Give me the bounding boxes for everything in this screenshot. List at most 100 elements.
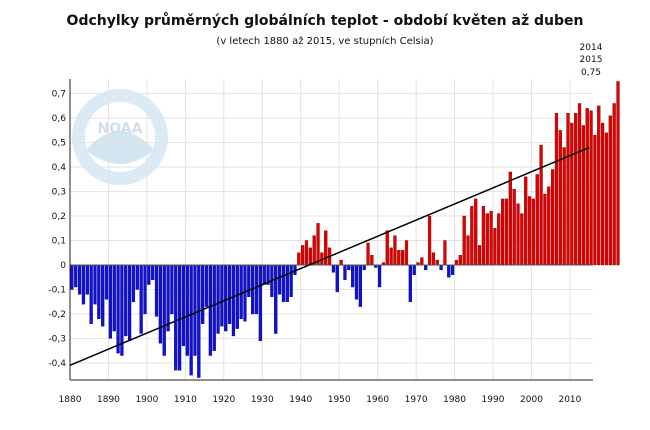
- bar-1891: [112, 264, 116, 332]
- bar-1991: [497, 213, 501, 266]
- bar-1985: [474, 198, 478, 266]
- bar-1921: [227, 264, 232, 324]
- bar-1909: [181, 264, 186, 346]
- annotation-line-2: 2015: [580, 55, 603, 65]
- bar-1966: [401, 250, 405, 266]
- bar-1924: [239, 264, 243, 320]
- bar-1888: [101, 264, 105, 327]
- bar-2015: [589, 110, 593, 266]
- x-tick-label: 1880: [59, 395, 82, 405]
- bar-1895: [127, 264, 132, 342]
- y-tick-label: 0,4: [52, 163, 67, 173]
- bar-1980: [454, 259, 459, 266]
- bar-1995: [512, 188, 516, 266]
- bar-1972: [424, 264, 428, 271]
- bar-1948: [331, 264, 336, 273]
- bar-1933: [274, 264, 278, 334]
- bar-2021: [612, 103, 616, 266]
- bar-1992: [501, 198, 505, 266]
- bar-1990: [493, 228, 497, 266]
- bar-1994: [508, 171, 512, 266]
- bar-1926: [247, 264, 251, 297]
- bar-2012: [577, 103, 582, 266]
- bar-2013: [581, 125, 586, 266]
- bar-1930: [262, 264, 266, 285]
- bar-1908: [177, 264, 182, 371]
- bar-1917: [212, 264, 216, 351]
- noaa-logo-center: [85, 102, 155, 172]
- bar-1965: [397, 250, 401, 266]
- noaa-logo-text: NOAA: [98, 121, 143, 137]
- y-tick-label: 0,1: [52, 237, 66, 247]
- bar-1915: [204, 264, 209, 307]
- bar-1894: [124, 264, 128, 337]
- noaa-logo-ring: [72, 89, 168, 185]
- y-tick-label: 0,5: [52, 139, 66, 149]
- bar-1956: [362, 264, 366, 271]
- x-tick-label: 1930: [251, 395, 274, 405]
- bar-1999: [527, 196, 532, 266]
- x-tick-labels: 1880 1890 1900 1910 1920 1930 1940 1950 1960 1970…: [59, 395, 582, 405]
- bar-1898: [139, 264, 143, 334]
- bar-1957: [366, 242, 370, 266]
- bar-2000: [531, 198, 536, 266]
- bar-1883: [81, 264, 86, 305]
- bar-1982: [462, 215, 466, 266]
- bar-1943: [312, 235, 316, 266]
- bar-1978: [447, 264, 451, 278]
- bar-2019: [604, 132, 609, 266]
- y-tick-label: -0,4: [48, 359, 66, 369]
- bar-1979: [451, 264, 455, 275]
- y-tick-label: 0,3: [52, 188, 66, 198]
- chart-title: Odchylky průměrných globálních teplot - …: [67, 12, 584, 29]
- bar-2001: [535, 174, 539, 266]
- bar-1983: [466, 235, 470, 266]
- bar-1955: [358, 264, 362, 307]
- bar-1887: [97, 264, 101, 320]
- bar-1897: [135, 264, 139, 290]
- bar-1914: [201, 264, 205, 324]
- bar-1881: [74, 264, 78, 288]
- bar-1960: [377, 264, 382, 288]
- bar-1907: [174, 264, 178, 371]
- bar-1906: [170, 264, 174, 315]
- bar-1880: [70, 264, 74, 290]
- noaa-logo-gull: [86, 131, 154, 164]
- bar-1892: [116, 264, 120, 354]
- bar-1928: [254, 264, 259, 315]
- x-tick-label: 1960: [366, 395, 389, 405]
- bar-2008: [562, 147, 566, 266]
- bar-1962: [385, 230, 389, 266]
- bar-1889: [104, 264, 109, 300]
- bar-1984: [470, 206, 474, 266]
- bar-1952: [347, 264, 351, 271]
- bar-1896: [131, 264, 136, 302]
- bar-1923: [235, 264, 239, 329]
- bar-2017: [597, 105, 601, 266]
- bar-1900: [147, 264, 151, 285]
- bar-1958: [370, 254, 374, 266]
- y-tick-labels: -0,4 -0,3 -0,2 -0,1 0 0,1 0,2 0,3 0,4 0,5 0,6 0,7: [48, 90, 66, 369]
- annotation-line-3: 0,75: [581, 68, 601, 78]
- x-tick-label: 1980: [443, 395, 466, 405]
- bar-1902: [154, 264, 159, 317]
- bar-1968: [408, 264, 412, 302]
- bar-1920: [224, 264, 228, 332]
- bars: [70, 81, 620, 378]
- bar-2004: [547, 186, 551, 266]
- bar-1989: [489, 210, 493, 266]
- y-tick-label: 0: [60, 261, 66, 271]
- bar-2016: [593, 135, 597, 266]
- bar-1911: [189, 264, 193, 376]
- bar-1937: [289, 264, 293, 297]
- y-tick-label: 0,7: [52, 90, 66, 100]
- bar-1974: [431, 252, 436, 266]
- bar-1905: [166, 264, 170, 332]
- bar-1884: [85, 264, 89, 295]
- x-tick-label: 2000: [520, 395, 543, 405]
- bar-2009: [566, 113, 570, 266]
- bar-1973: [427, 215, 432, 266]
- bar-1988: [485, 213, 489, 266]
- bar-1882: [77, 264, 82, 295]
